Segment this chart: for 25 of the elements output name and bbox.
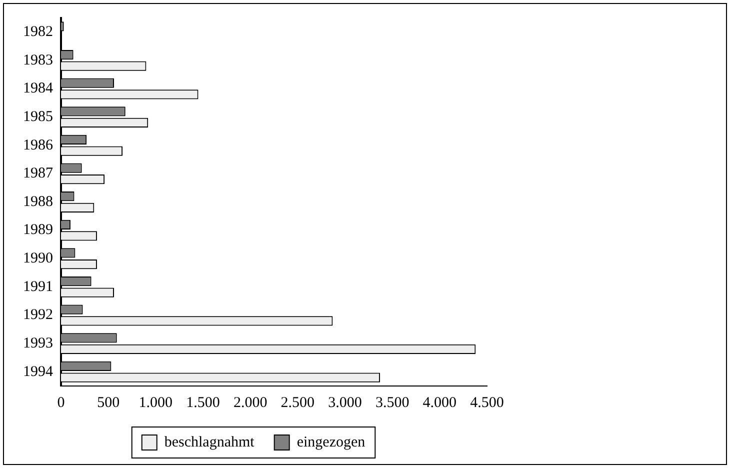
x-tick-label: 1.000	[138, 394, 173, 411]
y-tick-label: 1994	[23, 364, 54, 380]
y-tick-label: 1988	[23, 194, 53, 210]
x-tick-label: 2.000	[233, 394, 268, 411]
y-tick-label: 1987	[23, 166, 54, 182]
y-tick-label: 1982	[23, 24, 53, 40]
x-tick-label: 4.000	[422, 394, 457, 411]
x-tick-label: 1.500	[186, 394, 220, 411]
x-tick-label: 500	[97, 394, 120, 411]
legend-label: beschlagnahmt	[164, 434, 256, 450]
y-tick-label: 1985	[23, 109, 53, 126]
y-tick-label: 1993	[23, 335, 53, 352]
y-tick-label: 1990	[23, 250, 53, 267]
x-tick-label: 3.000	[328, 394, 362, 411]
y-tick-label: 1983	[23, 52, 53, 68]
y-tick-label: 1989	[23, 222, 53, 238]
x-tick-label: 2.500	[280, 394, 315, 411]
legend-label: eingezogen	[296, 434, 366, 450]
y-tick-label: 1984	[23, 80, 54, 97]
x-tick-label: 3.500	[375, 394, 410, 411]
x-tick-label: 4.500	[470, 394, 504, 411]
y-tick-label: 1992	[23, 307, 53, 324]
y-tick-label: 1986	[23, 137, 54, 154]
x-tick-label: 0	[57, 394, 65, 411]
y-tick-label: 1991	[23, 278, 53, 295]
